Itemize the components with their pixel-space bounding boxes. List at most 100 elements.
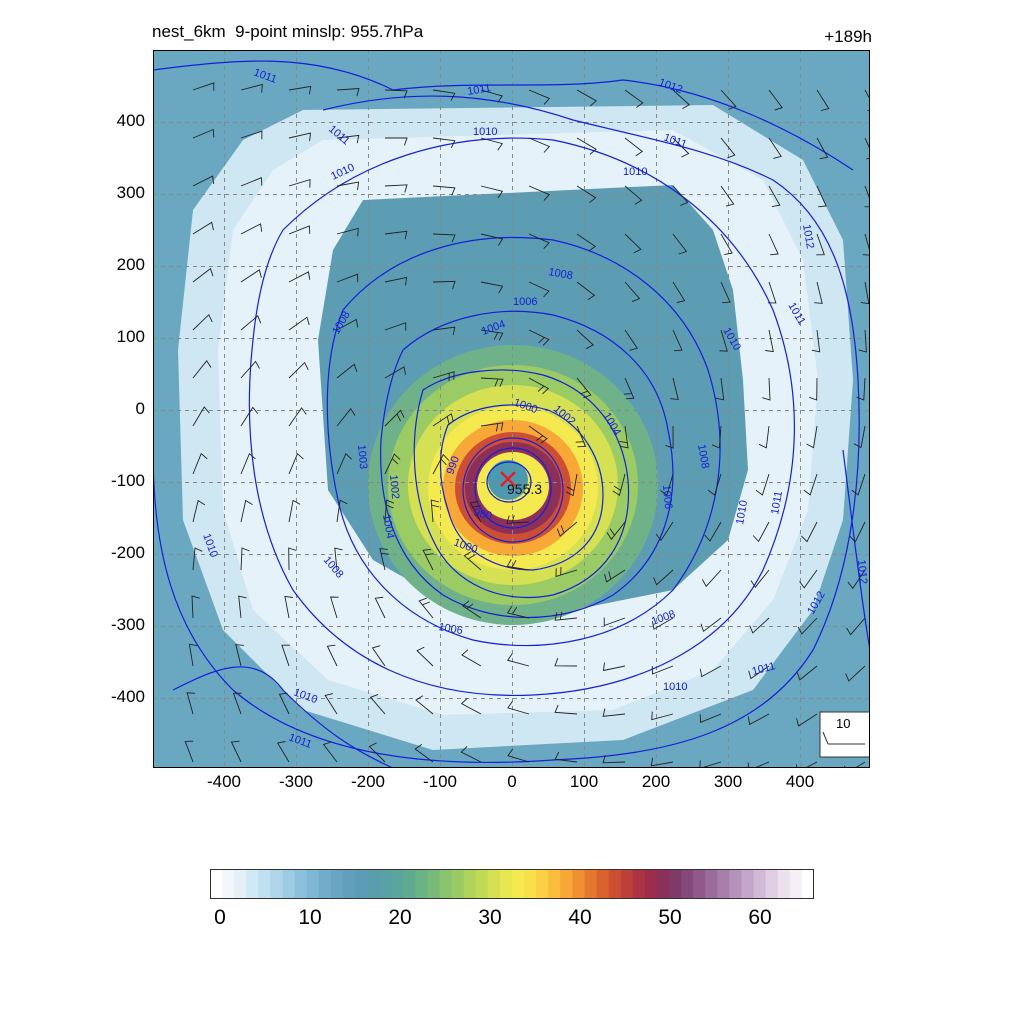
colorbar-cell [753,869,767,899]
wind-barb [506,559,530,571]
wind-barb [235,644,244,667]
wind-barb [240,499,253,523]
colorbar-cell [608,869,622,899]
wind-barb [528,89,551,105]
wind-barb [864,137,870,160]
y-tick: 100 [116,327,145,346]
wind-barb [576,185,597,204]
wind-barb [192,128,215,139]
wind-barb [336,88,360,97]
contour-label: 1006 [513,296,537,308]
wind-barb [699,713,722,723]
isobar-990 [462,437,564,543]
wind-barb [803,473,818,496]
colorbar-cell [330,869,344,899]
wind-barb [711,425,722,449]
colorbar-cell [717,869,731,899]
wind-barb [576,377,592,399]
wind-barb [240,177,263,187]
wind-barb [288,499,301,523]
isobar-1004 [380,310,674,619]
wind-barb [322,741,338,763]
wind-barb [368,742,386,763]
wind-barb [554,611,578,621]
colorbar-cell [705,869,718,899]
wind-barb [768,89,783,111]
wind-barb [672,281,686,303]
wind-barb [528,137,551,153]
wind-barb [191,595,200,619]
wind-barb [555,566,578,578]
wind-barb [432,371,455,382]
colorbar-cell [729,869,743,899]
x-tick: -200 [350,772,386,791]
colorbar-cell [596,869,610,899]
wind-barb [384,276,408,286]
colorbar-cell [524,869,537,899]
wind-barb [619,425,629,449]
wind-barb [700,617,722,633]
x-tick: 100 [569,772,599,791]
wind-barb [232,692,242,715]
colorbar-cell [656,869,670,899]
wind-barb [469,500,482,523]
wind-barb [184,740,194,763]
wind-barb [384,499,395,523]
wind-barb [602,662,626,672]
x-tick: -300 [278,772,314,791]
colorbar-cell [318,869,332,899]
wind-barb [240,360,260,379]
isobar-1008 [248,137,795,697]
wind-barb [767,281,777,304]
wind-barb [604,569,626,583]
wind-barb [528,329,550,346]
colorbar-cell [282,869,296,899]
plot-frame [153,50,870,768]
wind-barb [506,515,530,524]
wind-barb [432,413,454,427]
contour-label: 990 [445,455,463,476]
y-tick: -200 [110,543,145,562]
wind-barb [660,473,674,496]
wind-barb [480,281,504,294]
contour-label: 1008 [695,443,711,469]
wind-barb [816,89,830,111]
colorbar-cell [789,869,803,899]
wind-barb [623,377,635,400]
wind-barb [463,551,482,571]
wind-barb [416,646,434,667]
y-tick: -100 [110,471,145,490]
wind-barb [624,281,641,303]
y-tick: 400 [116,111,145,130]
wind-barb [288,178,311,188]
wind-barb [371,645,386,667]
wind-barb [707,473,722,496]
wind-barb [384,230,408,240]
wind-barb [576,281,596,301]
wind-barb [624,89,644,108]
wind-barb [288,407,307,427]
wind-barb [650,757,674,767]
contour-label: 1010 [663,681,687,693]
wind-barb [651,617,674,630]
wind-barb [747,761,770,768]
storm-center-marker [500,471,516,487]
isobar-1010-outer [153,95,860,764]
wind-barb [846,617,866,636]
wind-barb [528,185,550,201]
contour-label: 1008 [547,266,573,282]
wind-barb [612,473,626,497]
contour-label: 1010 [473,126,497,138]
wind-barb [749,617,770,634]
wind-barb [336,227,359,237]
wind-barb [334,547,343,571]
contour-label: 1002 [387,474,401,499]
colorbar-cell [777,869,791,899]
wind-barb [768,185,781,208]
wind-barb [324,693,338,715]
wind-barb [460,746,482,763]
wind-barb [701,569,722,588]
wind-barb [602,708,626,717]
colorbar-cell [475,869,489,899]
